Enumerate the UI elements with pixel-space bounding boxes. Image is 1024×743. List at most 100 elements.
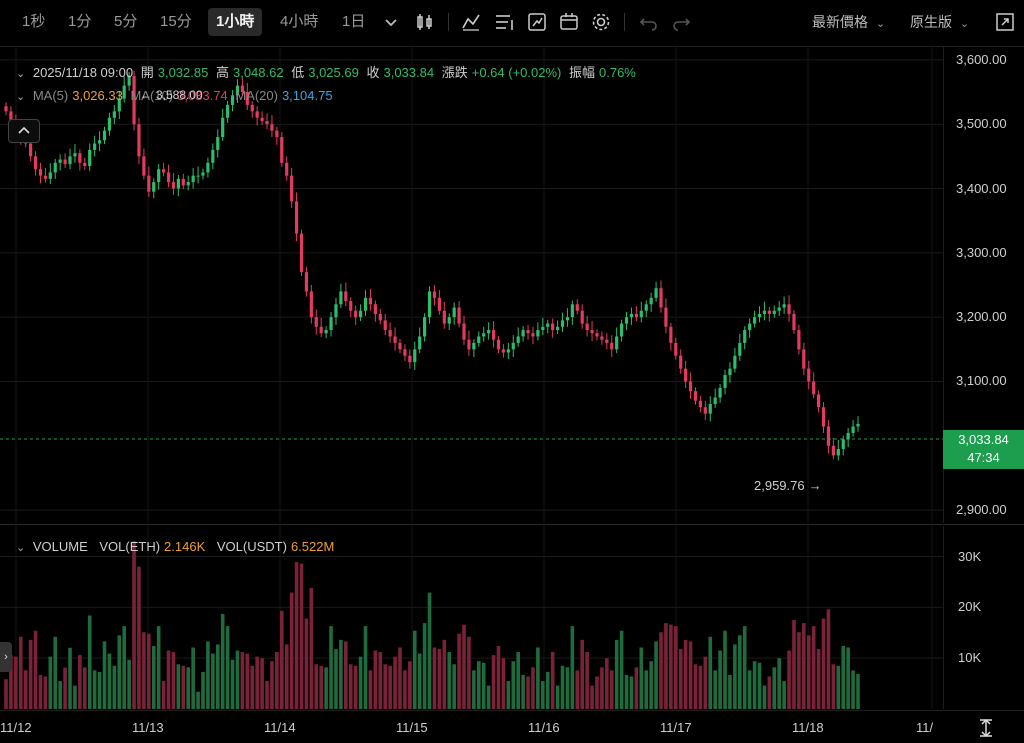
- candle-body: [393, 336, 397, 343]
- volume-bar: [38, 674, 43, 709]
- candle-body: [339, 291, 343, 305]
- candle-body: [309, 291, 313, 318]
- date-tick-label: 11/18: [792, 720, 824, 735]
- volume-bar: [137, 566, 141, 709]
- timeframe-4h[interactable]: 4小時: [280, 13, 319, 30]
- list-settings-icon[interactable]: [493, 11, 515, 33]
- candle-body: [191, 175, 195, 183]
- volume-title: VOLUME: [32, 539, 88, 554]
- top-toolbar: 1秒 1分 5分 15分 1小時 4小時 1日 最新價格 ⌄ 原生版 ⌄: [0, 0, 1024, 47]
- candle-body: [206, 162, 210, 173]
- volume-bar: [122, 626, 126, 709]
- chevron-down-icon[interactable]: [380, 11, 402, 33]
- volume-bar: [476, 661, 481, 709]
- drawing-tool-icon[interactable]: [526, 11, 548, 33]
- volume-bar: [585, 652, 589, 709]
- volume-bar: [161, 681, 166, 709]
- candle-body: [674, 342, 678, 356]
- date-tick-label: 11/15: [396, 720, 428, 735]
- candle-body: [329, 317, 333, 331]
- undo-icon[interactable]: [638, 11, 660, 33]
- change-label: 漲跌: [441, 65, 468, 80]
- volume-bar: [605, 658, 609, 709]
- volume-axis[interactable]: [943, 526, 1024, 709]
- candle-body: [181, 178, 185, 186]
- timeframe-15m[interactable]: 15分: [160, 13, 192, 30]
- date-tick-label: 11/17: [660, 720, 692, 735]
- axis-fit-icon[interactable]: [976, 718, 996, 738]
- candle-body: [595, 333, 599, 337]
- timeframe-1d[interactable]: 1日: [342, 13, 366, 30]
- candle-body: [851, 426, 855, 433]
- candle-body: [383, 320, 387, 331]
- chart-type-label: 原生版: [910, 14, 952, 30]
- volume-bar: [688, 641, 693, 709]
- gear-icon[interactable]: [590, 11, 612, 33]
- candle-body: [413, 349, 417, 363]
- candle-body: [388, 330, 392, 337]
- timeframe-5m[interactable]: 5分: [114, 13, 138, 30]
- candle-body: [230, 95, 235, 105]
- volume-bar: [457, 633, 461, 709]
- fullscreen-icon[interactable]: [994, 11, 1016, 33]
- candle-body: [757, 313, 762, 318]
- price-type-select[interactable]: 最新價格 ⌄: [812, 8, 885, 36]
- volume-bar: [600, 667, 604, 709]
- chevron-down-icon[interactable]: ⌄: [16, 542, 26, 554]
- candles: [4, 70, 860, 461]
- volume-bar: [78, 655, 82, 709]
- volume-bar: [63, 667, 67, 709]
- volume-bar: [92, 670, 97, 709]
- candle-body: [280, 137, 284, 163]
- chevron-down-icon: ⌄: [875, 18, 886, 30]
- chevron-down-icon[interactable]: ⌄: [16, 68, 26, 80]
- volume-bar: [250, 665, 255, 709]
- vol-usdt-value: 6.522M: [290, 539, 335, 554]
- template-icon[interactable]: [558, 11, 580, 33]
- chart-type-select[interactable]: 原生版 ⌄: [910, 8, 969, 36]
- timeframe-1h[interactable]: 1小時: [208, 8, 263, 36]
- timeframe-1s[interactable]: 1秒: [22, 13, 46, 30]
- candle-body: [541, 326, 545, 331]
- volume-bar: [275, 652, 279, 709]
- volume-bar: [142, 632, 146, 709]
- candle-body: [718, 387, 722, 398]
- price-chart[interactable]: [0, 47, 943, 523]
- candle-body: [107, 117, 112, 131]
- volume-chart[interactable]: [0, 526, 943, 709]
- candle-body: [521, 330, 525, 337]
- volume-bar: [792, 620, 796, 709]
- volume-bar: [787, 650, 791, 709]
- timeframe-1m[interactable]: 1分: [68, 13, 92, 30]
- redo-icon[interactable]: [670, 11, 692, 33]
- candle-body: [462, 323, 466, 340]
- date-axis[interactable]: [0, 710, 1024, 741]
- volume-bar: [669, 624, 673, 709]
- volume-bar: [186, 667, 191, 709]
- chevron-down-icon[interactable]: ⌄: [16, 91, 26, 103]
- volume-bar: [294, 562, 299, 709]
- candlestick-type-icon[interactable]: [414, 11, 436, 33]
- volume-bar: [526, 676, 530, 709]
- candle-body: [78, 153, 82, 163]
- candle-body: [496, 339, 501, 350]
- volume-bar: [412, 630, 417, 709]
- pane-separator[interactable]: [0, 524, 1024, 525]
- price-axis[interactable]: [943, 47, 1024, 523]
- candle-body: [432, 291, 437, 298]
- high-marker: ← 3,588.00: [140, 88, 207, 102]
- close-label: 收: [366, 65, 380, 80]
- candle-body: [659, 288, 663, 308]
- volume-bar: [452, 664, 456, 709]
- side-panel-toggle[interactable]: ›: [0, 642, 12, 672]
- vol-eth-value: 2.146K: [164, 539, 206, 554]
- candle-body: [157, 169, 161, 183]
- candle-body: [53, 162, 57, 173]
- candle-body: [738, 342, 742, 356]
- volume-bar: [851, 670, 855, 709]
- collapse-indicators-button[interactable]: [8, 119, 40, 143]
- volume-bar: [112, 665, 117, 709]
- volume-bar: [496, 645, 501, 709]
- indicator-icon[interactable]: [460, 11, 482, 33]
- candle-body: [516, 336, 520, 343]
